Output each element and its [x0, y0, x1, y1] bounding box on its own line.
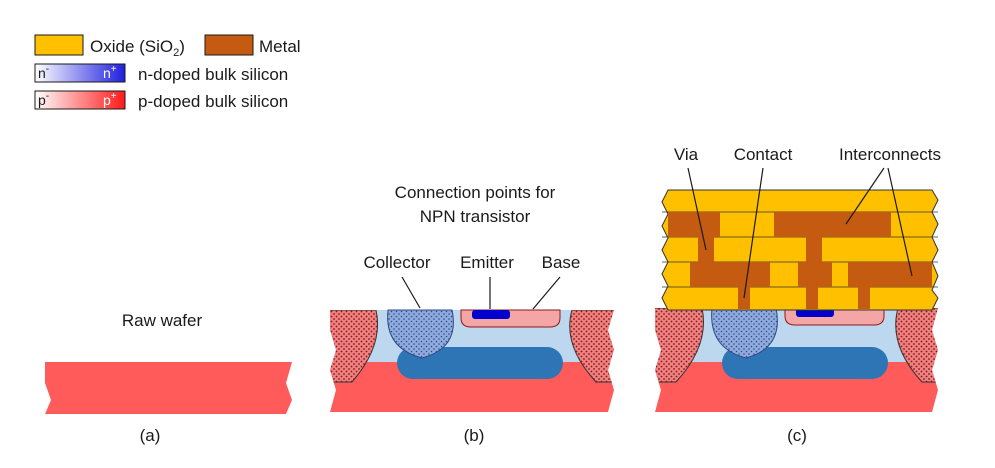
via-pointer [687, 167, 707, 251]
contact-label: Contact [734, 145, 793, 164]
oxide-swatch [34, 34, 84, 56]
base-pointer [532, 276, 561, 310]
raw-wafer [45, 362, 292, 414]
panel-a: Raw wafer (a) [45, 311, 292, 445]
contact-2 [806, 287, 818, 309]
emitter-label: Emitter [460, 253, 514, 272]
interconnects-pointer-1 [845, 167, 885, 225]
caption-b: (b) [464, 426, 485, 445]
p-plus-label: p+ [103, 91, 117, 108]
left-isolation [330, 310, 379, 383]
collector-well [387, 309, 454, 359]
metal-swatch [204, 34, 254, 56]
collector-label: Collector [363, 253, 430, 272]
legend-n-doped-label: n-doped bulk silicon [138, 65, 288, 84]
interconnects-label: Interconnects [839, 145, 941, 164]
metal-1-left [668, 212, 720, 237]
n-minus-label: n- [38, 64, 49, 81]
raw-wafer-label: Raw wafer [122, 311, 203, 330]
legend: Oxide (SiO2) Metal n- n+ n-doped bulk si… [34, 34, 301, 111]
contact-3 [858, 287, 870, 309]
panel-b: Connection points for NPN transistor Col… [330, 183, 614, 445]
buried-n-plus-layer [397, 347, 563, 379]
buried-n-plus-layer-c [722, 347, 888, 379]
via-2 [806, 237, 822, 262]
caption-a: (a) [140, 426, 161, 445]
metal-1-right [774, 212, 891, 237]
legend-p-doped-label: p-doped bulk silicon [138, 92, 288, 111]
n-doped-swatch [34, 63, 126, 83]
contact-pointer [743, 167, 764, 299]
panel-c: Via Contact Interconnects (c) [655, 145, 941, 445]
metal-2-a [690, 262, 770, 287]
n-plus-label: n+ [103, 64, 117, 81]
right-isolation-c [895, 308, 938, 383]
interconnects-pointer-2 [887, 167, 913, 277]
base-label: Base [542, 253, 581, 272]
metal-2-c [848, 262, 932, 287]
legend-oxide-label: Oxide (SiO2) [90, 37, 185, 59]
p-minus-label: p- [38, 91, 49, 108]
connection-points-title-line2: NPN transistor [420, 207, 531, 226]
emitter-region [472, 310, 510, 319]
caption-c: (c) [787, 426, 807, 445]
right-isolation [569, 310, 614, 383]
via-label: Via [674, 145, 699, 164]
p-doped-swatch [34, 90, 126, 110]
collector-pointer [401, 276, 421, 309]
collector-well-c [711, 307, 778, 359]
legend-metal-label: Metal [259, 37, 301, 56]
left-isolation-c [655, 308, 705, 383]
metal-2-b [798, 262, 832, 287]
connection-points-title-line1: Connection points for [395, 183, 556, 202]
